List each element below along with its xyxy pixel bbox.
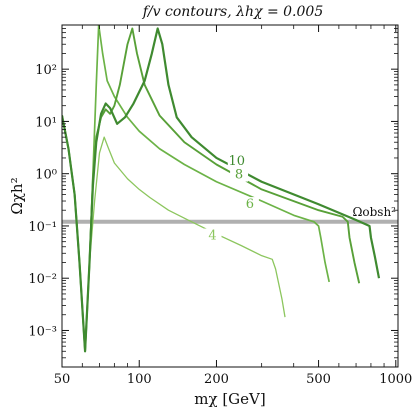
x-tick-label: 50: [54, 372, 71, 387]
reference-line-label: Ωobsh²: [352, 205, 396, 219]
series-label-6: 6: [246, 197, 254, 212]
y-axis-label: Ωχh²: [8, 177, 26, 214]
y-tick-label: 10⁻²: [28, 272, 57, 287]
series-label-bg-4: [203, 228, 222, 243]
x-tick-label: 200: [204, 372, 229, 387]
x-tick-label: 1000: [379, 372, 412, 387]
series-line-10: [62, 27, 381, 353]
y-tick-label: 10²: [35, 63, 57, 78]
series-label-bg-10: [227, 154, 246, 169]
y-tick-label: 10⁰: [35, 168, 57, 183]
x-axis-label: mχ [GeV]: [194, 390, 265, 408]
series-label-8: 8: [235, 168, 243, 183]
series-label-10: 10: [229, 154, 246, 169]
y-tick-label: 10⁻¹: [28, 220, 57, 235]
y-tick-label: 10⁻³: [28, 324, 57, 339]
series-label-4: 4: [208, 229, 216, 244]
y-tick-label: 10¹: [35, 115, 57, 130]
plot-frame: [61, 24, 399, 368]
chart-title: f/v contours, λhχ = 0.005: [142, 4, 324, 20]
x-tick-label: 500: [306, 372, 331, 387]
x-tick-label: 100: [127, 372, 152, 387]
series-line-6: [62, 25, 331, 353]
series-label-bg-8: [230, 167, 249, 182]
series-label-bg-6: [240, 197, 259, 212]
